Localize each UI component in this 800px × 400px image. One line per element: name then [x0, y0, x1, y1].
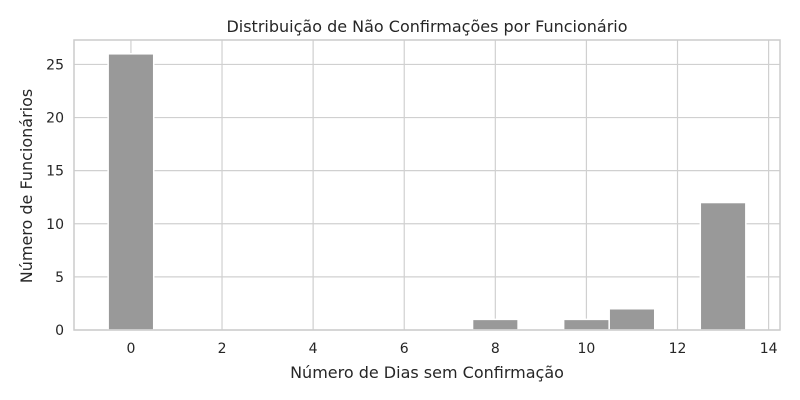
- x-tick-label: 6: [400, 341, 409, 357]
- x-tick-label: 14: [760, 341, 778, 357]
- y-tick-label: 15: [46, 164, 64, 180]
- plot-frame: [73, 39, 781, 331]
- y-tick-label: 20: [46, 111, 64, 127]
- y-tick-label: 10: [46, 217, 64, 233]
- y-tick-label: 5: [55, 270, 64, 286]
- x-tick-label: 10: [578, 341, 596, 357]
- x-tick-label: 8: [491, 341, 500, 357]
- y-tick-label: 25: [46, 57, 64, 73]
- histogram-bar: [107, 53, 155, 331]
- histogram-bar: [471, 318, 519, 331]
- x-axis-title: Número de Dias sem Confirmação: [290, 363, 564, 382]
- histogram-bar: [562, 318, 610, 331]
- x-tick-label: 0: [126, 341, 135, 357]
- grid-layer: [74, 40, 780, 331]
- bars-layer: [107, 53, 747, 331]
- histogram-bar: [699, 201, 747, 331]
- chart-title: Distribuição de Não Confirmações por Fun…: [226, 17, 627, 36]
- x-tick-label: 4: [309, 341, 318, 357]
- ticks-layer: 0 2 4 6 8 10 12 14 0 5 10 15 20 25: [46, 57, 777, 357]
- x-tick-label: 12: [669, 341, 687, 357]
- x-tick-label: 2: [218, 341, 227, 357]
- y-axis-title: Número de Funcionários: [17, 89, 36, 283]
- histogram-bar: [608, 308, 656, 331]
- y-tick-label: 0: [55, 323, 64, 339]
